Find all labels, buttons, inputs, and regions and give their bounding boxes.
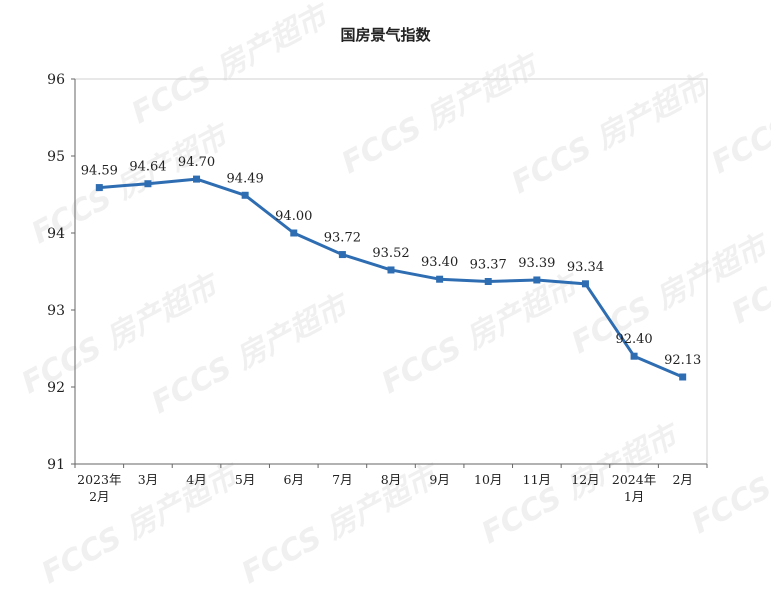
data-label: 92.13 [664,353,701,368]
y-tick-label: 96 [47,72,65,88]
x-tick-label: 5月 [235,472,255,487]
series-line [99,177,684,379]
x-tick-label: 8月 [381,472,401,487]
data-label: 94.70 [178,155,215,170]
data-label: 93.40 [421,255,458,270]
data-label: 93.72 [324,231,361,246]
line-chart: 91 92 93 94 95 96 2023年 2月 3月 4月 5月 6月 7月 8月 9月 10月 11月 1… [47,72,708,504]
data-point [679,373,687,381]
x-tick-label: 9月 [429,472,449,487]
y-tick-label: 94 [47,226,65,242]
x-tick-label: 11月 [523,472,551,487]
data-label: 94.64 [129,160,166,175]
chart-title: 国房景气指数 [340,26,431,44]
data-point [144,180,152,188]
y-tick-label: 93 [47,303,65,319]
data-point [630,352,638,360]
data-point [338,251,346,259]
data-point [436,275,444,283]
data-point [533,276,541,284]
data-label: 93.37 [470,258,507,273]
y-tick-label: 95 [47,149,65,165]
data-label: 92.40 [615,332,652,347]
x-tick-label: 10月 [474,472,502,487]
data-point [193,175,201,183]
data-label: 94.59 [81,164,118,179]
x-tick-label: 2月 [672,472,692,487]
data-point [484,278,492,286]
x-tick-label: 3月 [138,472,158,487]
x-tick-label: 2023年 2月 [77,472,121,504]
x-tick-label: 4月 [186,472,206,487]
y-tick-label: 92 [47,380,65,396]
data-point [387,266,395,274]
x-tick-label: 12月 [571,472,599,487]
x-tick-label: 2024年 1月 [612,472,656,504]
data-label: 93.39 [518,256,555,271]
data-point [581,280,589,288]
data-point [95,184,103,192]
data-label: 93.34 [567,260,604,275]
data-point [290,229,298,237]
data-label: 93.52 [372,246,409,261]
data-label: 94.49 [227,171,264,186]
y-tick-label: 91 [47,457,65,473]
x-tick-label: 6月 [284,472,304,487]
data-point [241,191,249,199]
x-tick-label: 7月 [332,472,352,487]
data-label: 94.00 [275,209,312,224]
